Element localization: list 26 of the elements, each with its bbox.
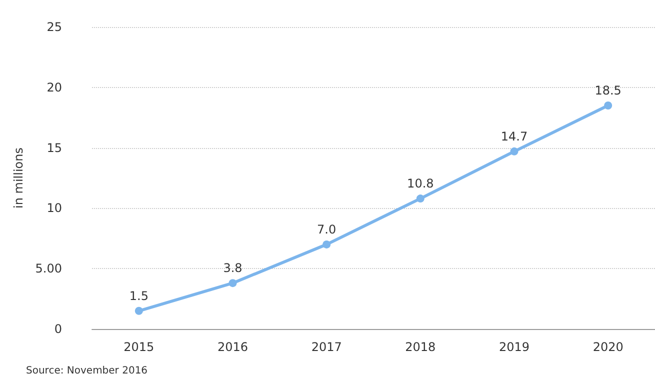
data-label: 18.5 [594, 84, 622, 98]
point [134, 306, 143, 315]
point [228, 279, 237, 288]
y-tick-label: 20 [46, 80, 62, 94]
x-tick-label: 2016 [217, 340, 248, 354]
data-label: 10.8 [407, 176, 434, 191]
y-tick-label: 5.00 [35, 262, 62, 276]
data-label: 1.5 [129, 288, 148, 303]
point [510, 147, 518, 156]
source-note: Source: November 2016 [26, 366, 148, 376]
y-tick-label: 10 [46, 201, 62, 216]
x-tick-label: 2018 [405, 340, 436, 354]
point [416, 194, 424, 203]
point [322, 240, 331, 248]
point [604, 102, 612, 110]
x-tick-label: 2017 [311, 340, 342, 354]
x-tick-label: 2020 [592, 340, 624, 354]
y-tick-label: 15 [46, 140, 62, 155]
data-label: 7.0 [317, 222, 336, 236]
y-axis-title: in millions [11, 148, 26, 208]
y-tick-label: 25 [46, 20, 62, 34]
data-label: 3.8 [223, 261, 242, 276]
data-label: 14.7 [500, 129, 528, 144]
x-tick-label: 2019 [498, 340, 530, 354]
x-tick-label: 2015 [124, 340, 154, 354]
y-tick-label: 0 [54, 322, 62, 336]
